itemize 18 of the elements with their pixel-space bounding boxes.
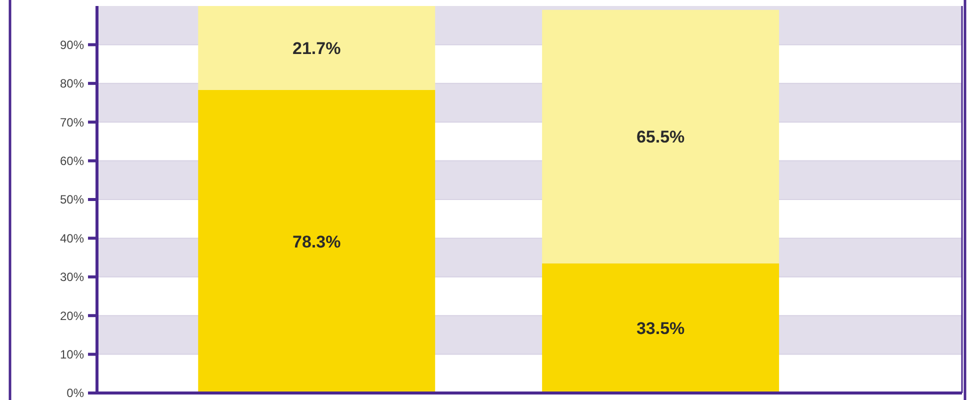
data-label: 33.5% [636, 319, 685, 338]
y-tick-label: 10% [60, 348, 84, 362]
y-tick-label: 30% [60, 270, 84, 284]
y-tick-label: 90% [60, 38, 84, 52]
y-tick-label: 60% [60, 154, 84, 168]
bar [542, 263, 780, 393]
bar [198, 90, 436, 393]
bar [542, 10, 780, 264]
data-label: 65.5% [636, 128, 685, 147]
y-tick-label: 40% [60, 231, 84, 246]
y-tick-label: 80% [60, 76, 84, 91]
y-tick-label: 20% [60, 308, 84, 323]
y-tick-label: 50% [60, 192, 84, 207]
bar [198, 6, 436, 90]
y-tick-label: 70% [60, 115, 84, 130]
data-label: 21.7% [292, 38, 341, 58]
y-tick-label: 0% [66, 386, 84, 400]
data-label: 78.3% [292, 232, 341, 252]
